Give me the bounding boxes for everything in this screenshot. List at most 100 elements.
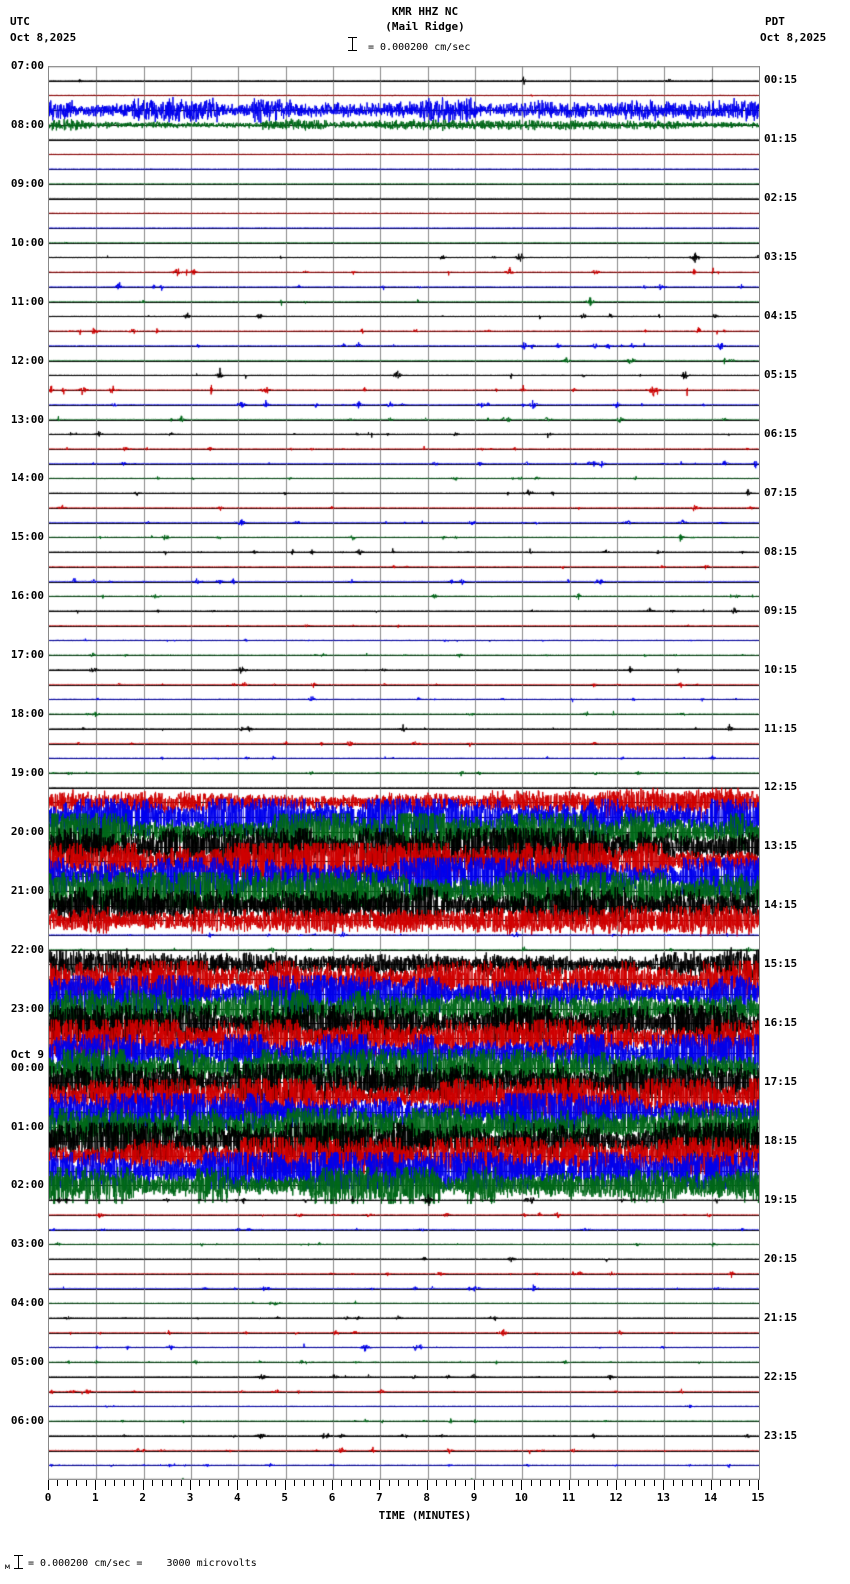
station-title: KMR HHZ NC [391,5,459,18]
utc-time-label: 14:00 [10,471,44,485]
pdt-time-label: 20:15 [764,1251,798,1265]
x-axis-tick [265,1480,267,1486]
utc-time-label: 12:00 [10,353,44,367]
x-axis-tick [294,1480,296,1486]
x-axis-tick [76,1480,78,1486]
x-axis-tick [142,1480,144,1490]
x-axis-tick [540,1480,542,1486]
x-axis-tick-label: 1 [92,1491,99,1504]
pdt-time-label: 01:15 [764,132,798,146]
pdt-time-label: 21:15 [764,1310,798,1324]
x-axis-tick [464,1480,466,1486]
pdt-time-label: 18:15 [764,1133,798,1147]
x-axis-tick [227,1480,229,1486]
x-axis-tick [114,1480,116,1486]
x-axis-tick [625,1480,627,1486]
utc-time-label: 04:00 [10,1296,44,1310]
x-axis-tick [748,1480,750,1486]
x-axis-tick [616,1480,617,1490]
x-axis-tick [720,1480,722,1486]
x-axis-tick [199,1480,201,1486]
x-axis-tick [237,1480,239,1490]
x-axis-tick [710,1480,712,1490]
x-axis-tick [369,1480,371,1486]
x-axis-tick [123,1480,125,1486]
utc-time-label: 18:00 [10,707,44,721]
x-axis-tick-label: 11 [562,1491,576,1504]
utc-time-label: 07:00 [10,59,44,72]
x-axis-title: TIME (MINUTES) [378,1509,472,1522]
utc-time-label: 21:00 [10,883,44,897]
x-axis-tick [739,1480,741,1486]
pdt-time-label: 16:15 [764,1016,798,1030]
utc-time-label: 06:00 [10,1414,44,1428]
pdt-time-label: 10:15 [764,662,798,676]
x-axis-tick [398,1480,400,1486]
x-axis-tick-label: 13 [656,1491,670,1504]
utc-time-label: 08:00 [10,117,44,131]
x-axis-tick [57,1480,59,1486]
day-break-label: Oct 9 [10,1047,44,1061]
utc-time-label: 15:00 [10,530,44,544]
x-axis-tick [171,1480,173,1486]
x-axis-tick [161,1480,163,1486]
pdt-time-label: 19:15 [764,1192,798,1206]
pdt-time-label: 04:15 [764,309,798,323]
x-axis-tick-labels: 0 1 2 3 4 5 6 7 8 9 10 11 12 13 14 15 [0,1491,850,1507]
x-axis-tick [549,1480,551,1486]
scale-note: = 0.000200 cm/sec [368,42,471,53]
helicorder-plot[interactable] [48,66,760,1480]
x-axis-tick-label: 9 [470,1491,478,1504]
x-axis-tick [445,1480,447,1486]
x-axis-tick [672,1480,674,1486]
utc-time-label: 09:00 [10,176,44,190]
x-axis-tick [729,1480,731,1486]
x-axis-tick [682,1480,684,1486]
x-axis-tick [313,1480,315,1486]
pdt-time-label: 02:15 [764,191,798,205]
pdt-time-label: 15:15 [764,957,798,971]
utc-time-label: 23:00 [10,1001,44,1015]
x-axis-tick [350,1480,352,1486]
footer-scale-text: = 0.000200 cm/sec = 3000 microvolts [28,1558,257,1569]
pdt-time-label: 14:15 [764,898,798,912]
x-axis-tick [379,1480,381,1490]
pdt-time-label: 05:15 [764,368,798,382]
pdt-zone-label: PDT [765,15,785,28]
x-axis-tick-label: 4 [234,1491,241,1504]
x-axis-tick [653,1480,655,1486]
x-axis-tick [701,1480,703,1486]
x-axis-tick-label: 5 [281,1491,288,1504]
x-axis-tick [758,1480,759,1490]
x-axis-tick [104,1480,106,1486]
x-axis-tick [644,1480,646,1486]
x-axis-tick [634,1480,636,1486]
utc-time-label: 02:00 [10,1178,44,1192]
x-axis-tick [606,1480,608,1486]
pdt-time-label: 12:15 [764,780,798,794]
pdt-time-label: 09:15 [764,603,798,617]
x-axis-tick [417,1480,419,1486]
utc-time-label: 01:00 [10,1119,44,1133]
x-axis-tick [256,1480,258,1486]
utc-time-label: 10:00 [10,235,44,249]
pdt-time-label: 11:15 [764,721,798,735]
x-axis-tick [332,1480,333,1490]
pdt-time-label: 00:15 [764,73,798,87]
x-axis-tick-label: 12 [609,1491,623,1504]
footer-mu-symbol: м [5,1562,10,1571]
x-axis-tick [303,1480,305,1486]
x-axis-tick [597,1480,599,1486]
utc-time-label: 05:00 [10,1355,44,1369]
utc-time-label: 22:00 [10,942,44,956]
x-axis-tick-label: 0 [44,1491,52,1504]
x-axis-tick [360,1480,362,1486]
seismogram-canvas [49,66,759,1480]
utc-date-label: Oct 8,2025 [10,31,77,44]
utc-time-label: 19:00 [10,766,44,779]
utc-zone-label: UTC [10,15,30,28]
pdt-time-label: 03:15 [764,250,798,264]
x-axis-tick-label: 14 [704,1491,718,1504]
x-axis-tick [208,1480,210,1486]
x-axis-tick-label: 8 [423,1491,430,1504]
